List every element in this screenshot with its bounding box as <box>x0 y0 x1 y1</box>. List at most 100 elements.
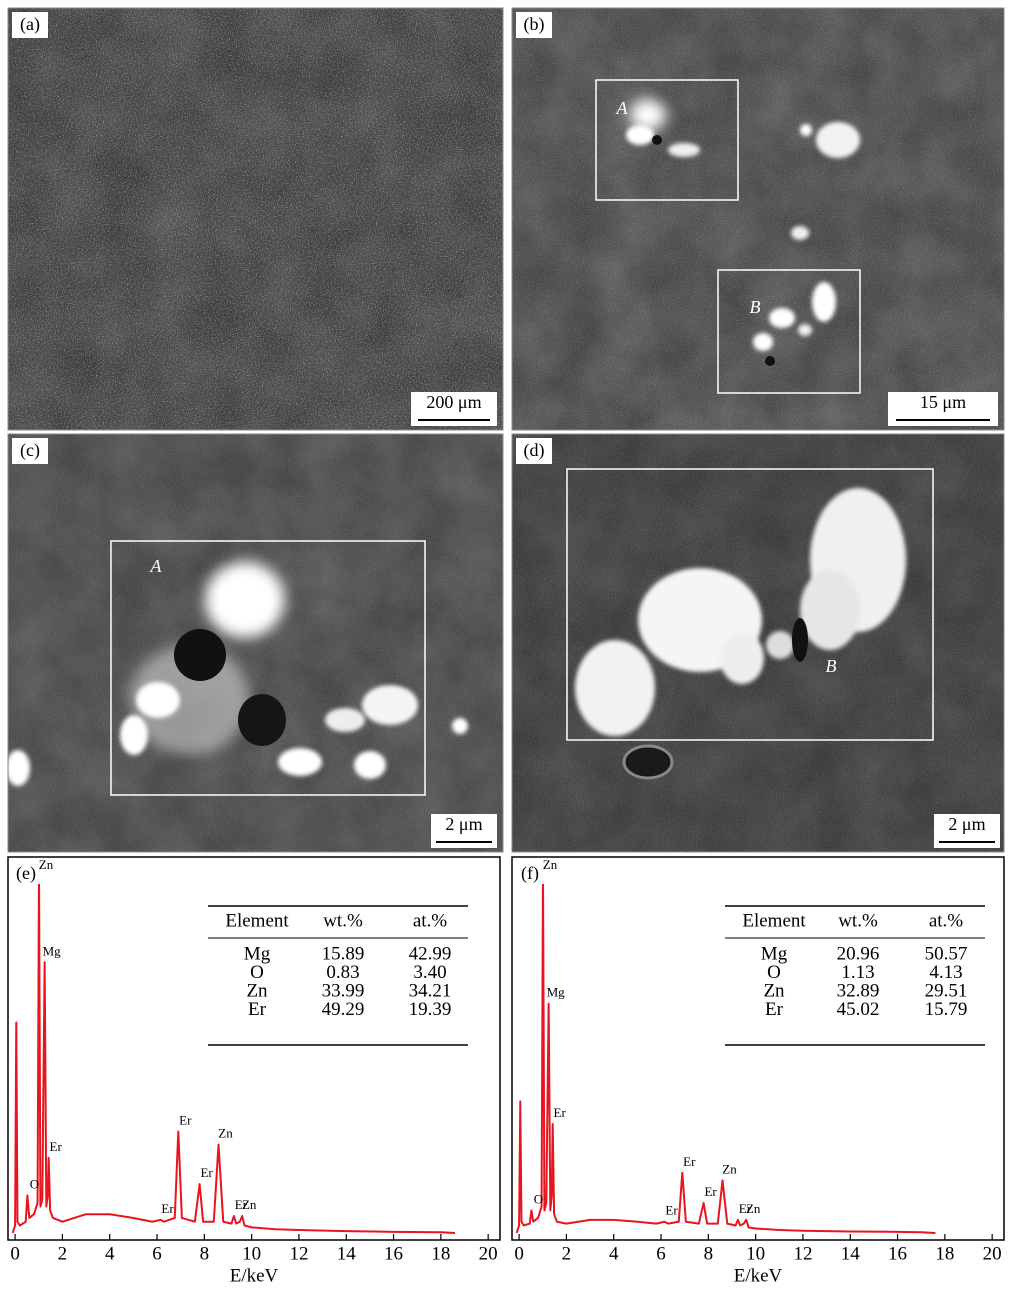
panel-label: (a) <box>20 14 40 35</box>
table-cell: Er <box>765 999 784 1020</box>
panel-label: (d) <box>524 440 545 461</box>
x-tick-label: 6 <box>656 1243 666 1264</box>
decoration <box>753 333 773 351</box>
peak-label: Mg <box>547 985 566 1000</box>
page: (a) 200 μm A B (b) 15 μm <box>0 0 1010 1289</box>
peak-label: Er <box>704 1184 717 1199</box>
peak-label: Er <box>179 1112 192 1127</box>
x-tick-label: 10 <box>242 1243 261 1264</box>
x-tick-label: 12 <box>289 1243 308 1264</box>
peak-label: Er <box>683 1154 696 1169</box>
table-cell: Er <box>248 999 267 1020</box>
x-tick-label: 4 <box>105 1243 115 1264</box>
x-tick-label: 16 <box>888 1243 907 1264</box>
panel-label: (f) <box>521 863 539 884</box>
x-tick-label: 14 <box>841 1243 861 1264</box>
x-tick-label: 0 <box>10 1243 20 1264</box>
panel-label: (e) <box>16 863 36 884</box>
decoration <box>652 135 662 145</box>
decoration <box>791 226 809 240</box>
decoration <box>816 122 860 158</box>
x-tick-label: 20 <box>479 1243 498 1264</box>
decoration <box>8 8 503 430</box>
peak-label: Er <box>200 1165 213 1180</box>
decoration <box>278 748 322 776</box>
x-tick-label: 2 <box>58 1243 68 1264</box>
peak-label: Er <box>161 1201 174 1216</box>
decoration <box>205 562 285 638</box>
table-header: Element <box>225 910 289 931</box>
decoration <box>120 715 148 755</box>
decoration <box>136 682 180 718</box>
x-axis-label: E/keV <box>230 1265 279 1286</box>
table-header: Element <box>742 910 806 931</box>
scale-bar-label: 15 μm <box>920 392 966 412</box>
decoration <box>575 640 655 736</box>
decoration <box>800 570 860 650</box>
x-tick-label: 12 <box>793 1243 812 1264</box>
region-label: B <box>750 297 761 317</box>
decoration <box>769 308 795 328</box>
micrograph-c: A (c) 2 μm <box>6 434 503 852</box>
x-tick-label: 18 <box>935 1243 954 1264</box>
peak-label: Zn <box>722 1161 737 1176</box>
peak-label: Zn <box>242 1197 257 1212</box>
peak-label: Zn <box>39 857 54 872</box>
x-tick-label: 8 <box>704 1243 714 1264</box>
decoration <box>354 751 386 779</box>
x-tick-label: 2 <box>562 1243 572 1264</box>
x-tick-label: 4 <box>609 1243 619 1264</box>
micrograph-d: B (d) 2 μm <box>512 434 1004 852</box>
decoration <box>626 125 654 145</box>
decoration <box>624 746 672 778</box>
region-label: B <box>826 656 837 676</box>
panel-label: (b) <box>524 14 545 35</box>
peak-label: Er <box>554 1105 567 1120</box>
x-tick-label: 14 <box>337 1243 357 1264</box>
table-header: at.% <box>929 910 963 931</box>
scale-bar-label: 200 μm <box>426 392 481 412</box>
peak-label: Er <box>665 1203 678 1218</box>
peak-label: Mg <box>43 943 62 958</box>
x-tick-label: 16 <box>384 1243 403 1264</box>
table-cell: 45.02 <box>837 999 880 1020</box>
decoration <box>8 434 503 852</box>
x-tick-label: 6 <box>152 1243 162 1264</box>
decoration <box>798 324 812 336</box>
decoration <box>6 750 30 786</box>
peak-label: O <box>30 1176 39 1191</box>
decoration <box>325 708 365 732</box>
table-header: wt.% <box>838 910 878 931</box>
decoration <box>668 143 700 157</box>
table-header: at.% <box>413 910 447 931</box>
table-header: wt.% <box>323 910 363 931</box>
x-tick-label: 20 <box>983 1243 1002 1264</box>
x-tick-label: 0 <box>514 1243 524 1264</box>
decoration <box>362 685 418 725</box>
decoration <box>174 629 226 681</box>
region-label: A <box>150 556 163 576</box>
decoration <box>238 694 286 746</box>
peak-label: O <box>534 1191 543 1206</box>
scale-bar-label: 2 μm <box>948 814 985 834</box>
panel-label: (c) <box>20 440 40 461</box>
x-tick-label: 18 <box>431 1243 450 1264</box>
region-label: A <box>616 98 629 118</box>
decoration <box>812 282 836 322</box>
table-cell: 49.29 <box>322 999 365 1020</box>
decoration <box>765 356 775 366</box>
x-axis-label: E/keV <box>734 1265 783 1286</box>
decoration <box>720 632 764 684</box>
table-cell: 15.79 <box>925 999 968 1020</box>
peak-label: Zn <box>543 857 558 872</box>
scale-bar-label: 2 μm <box>445 814 482 834</box>
peak-label: Er <box>50 1139 63 1154</box>
peak-label: Zn <box>746 1201 761 1216</box>
decoration <box>452 718 468 734</box>
x-tick-label: 10 <box>746 1243 765 1264</box>
decoration <box>512 8 1004 430</box>
table-cell: 19.39 <box>409 999 452 1020</box>
decoration <box>766 631 794 659</box>
figure: (a) 200 μm A B (b) 15 μm <box>0 0 1010 1289</box>
micrograph-a: (a) 200 μm <box>8 8 503 430</box>
